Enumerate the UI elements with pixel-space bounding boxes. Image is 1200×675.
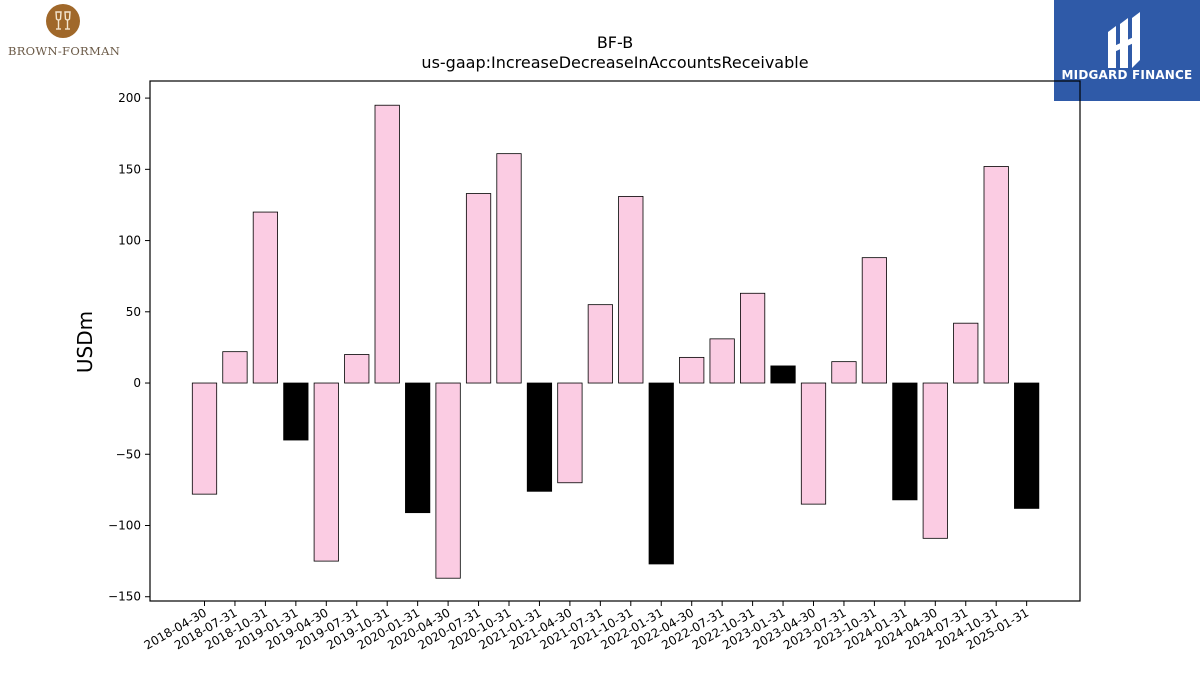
y-tick-label: 200 (118, 91, 141, 105)
bar (465, 193, 492, 384)
bar (435, 382, 461, 579)
bar (374, 104, 400, 384)
plot-frame (149, 80, 1081, 602)
midgard-finance-logo: MIDGARD FINANCE (1054, 0, 1200, 101)
y-tick-label: −50 (116, 447, 141, 461)
y-tick-label: −150 (108, 590, 141, 604)
y-tick-label: 100 (118, 234, 141, 248)
y-axis-label: USDm (73, 311, 97, 373)
bar (496, 153, 522, 384)
bar (953, 322, 979, 384)
x-axis-ticks: 2018-04-302018-07-312018-10-312019-01-31… (142, 601, 1031, 652)
bar (252, 211, 278, 384)
bar (222, 351, 248, 384)
bar (191, 382, 218, 495)
glasses-emblem-icon (46, 4, 80, 38)
bar (709, 338, 735, 384)
brown-forman-logo: BROWN-FORMAN (0, 0, 130, 68)
bar (922, 382, 948, 539)
bar (313, 382, 339, 562)
bar (587, 304, 613, 384)
brown-forman-wordmark: BROWN-FORMAN (7, 44, 121, 58)
y-tick-label: −100 (108, 518, 141, 532)
y-tick-label: 50 (126, 305, 141, 319)
bar (983, 166, 1009, 384)
bar (1014, 382, 1040, 509)
chart-subtitle: us-gaap:IncreaseDecreaseInAccountsReceiv… (421, 53, 808, 72)
bar-series (191, 104, 1040, 579)
bar (344, 354, 370, 384)
bar (800, 382, 827, 505)
bar (557, 382, 583, 484)
bar (861, 257, 888, 384)
bar (648, 382, 674, 565)
y-axis-ticks: −150 −100 −50 0 50 100 150 200 (108, 91, 150, 604)
bar (740, 292, 766, 384)
bar (892, 382, 918, 501)
bar (679, 356, 705, 384)
bar (526, 382, 553, 492)
chart-title: BF-B (597, 33, 633, 52)
midgard-finance-wordmark: MIDGARD FINANCE (1061, 68, 1193, 82)
bar (618, 195, 644, 384)
bar (770, 365, 796, 384)
bar (831, 361, 857, 384)
bar (405, 382, 431, 514)
midgard-mark-icon (1102, 10, 1152, 72)
bar (283, 382, 309, 441)
y-tick-label: 0 (133, 376, 141, 390)
y-tick-label: 150 (118, 162, 141, 176)
